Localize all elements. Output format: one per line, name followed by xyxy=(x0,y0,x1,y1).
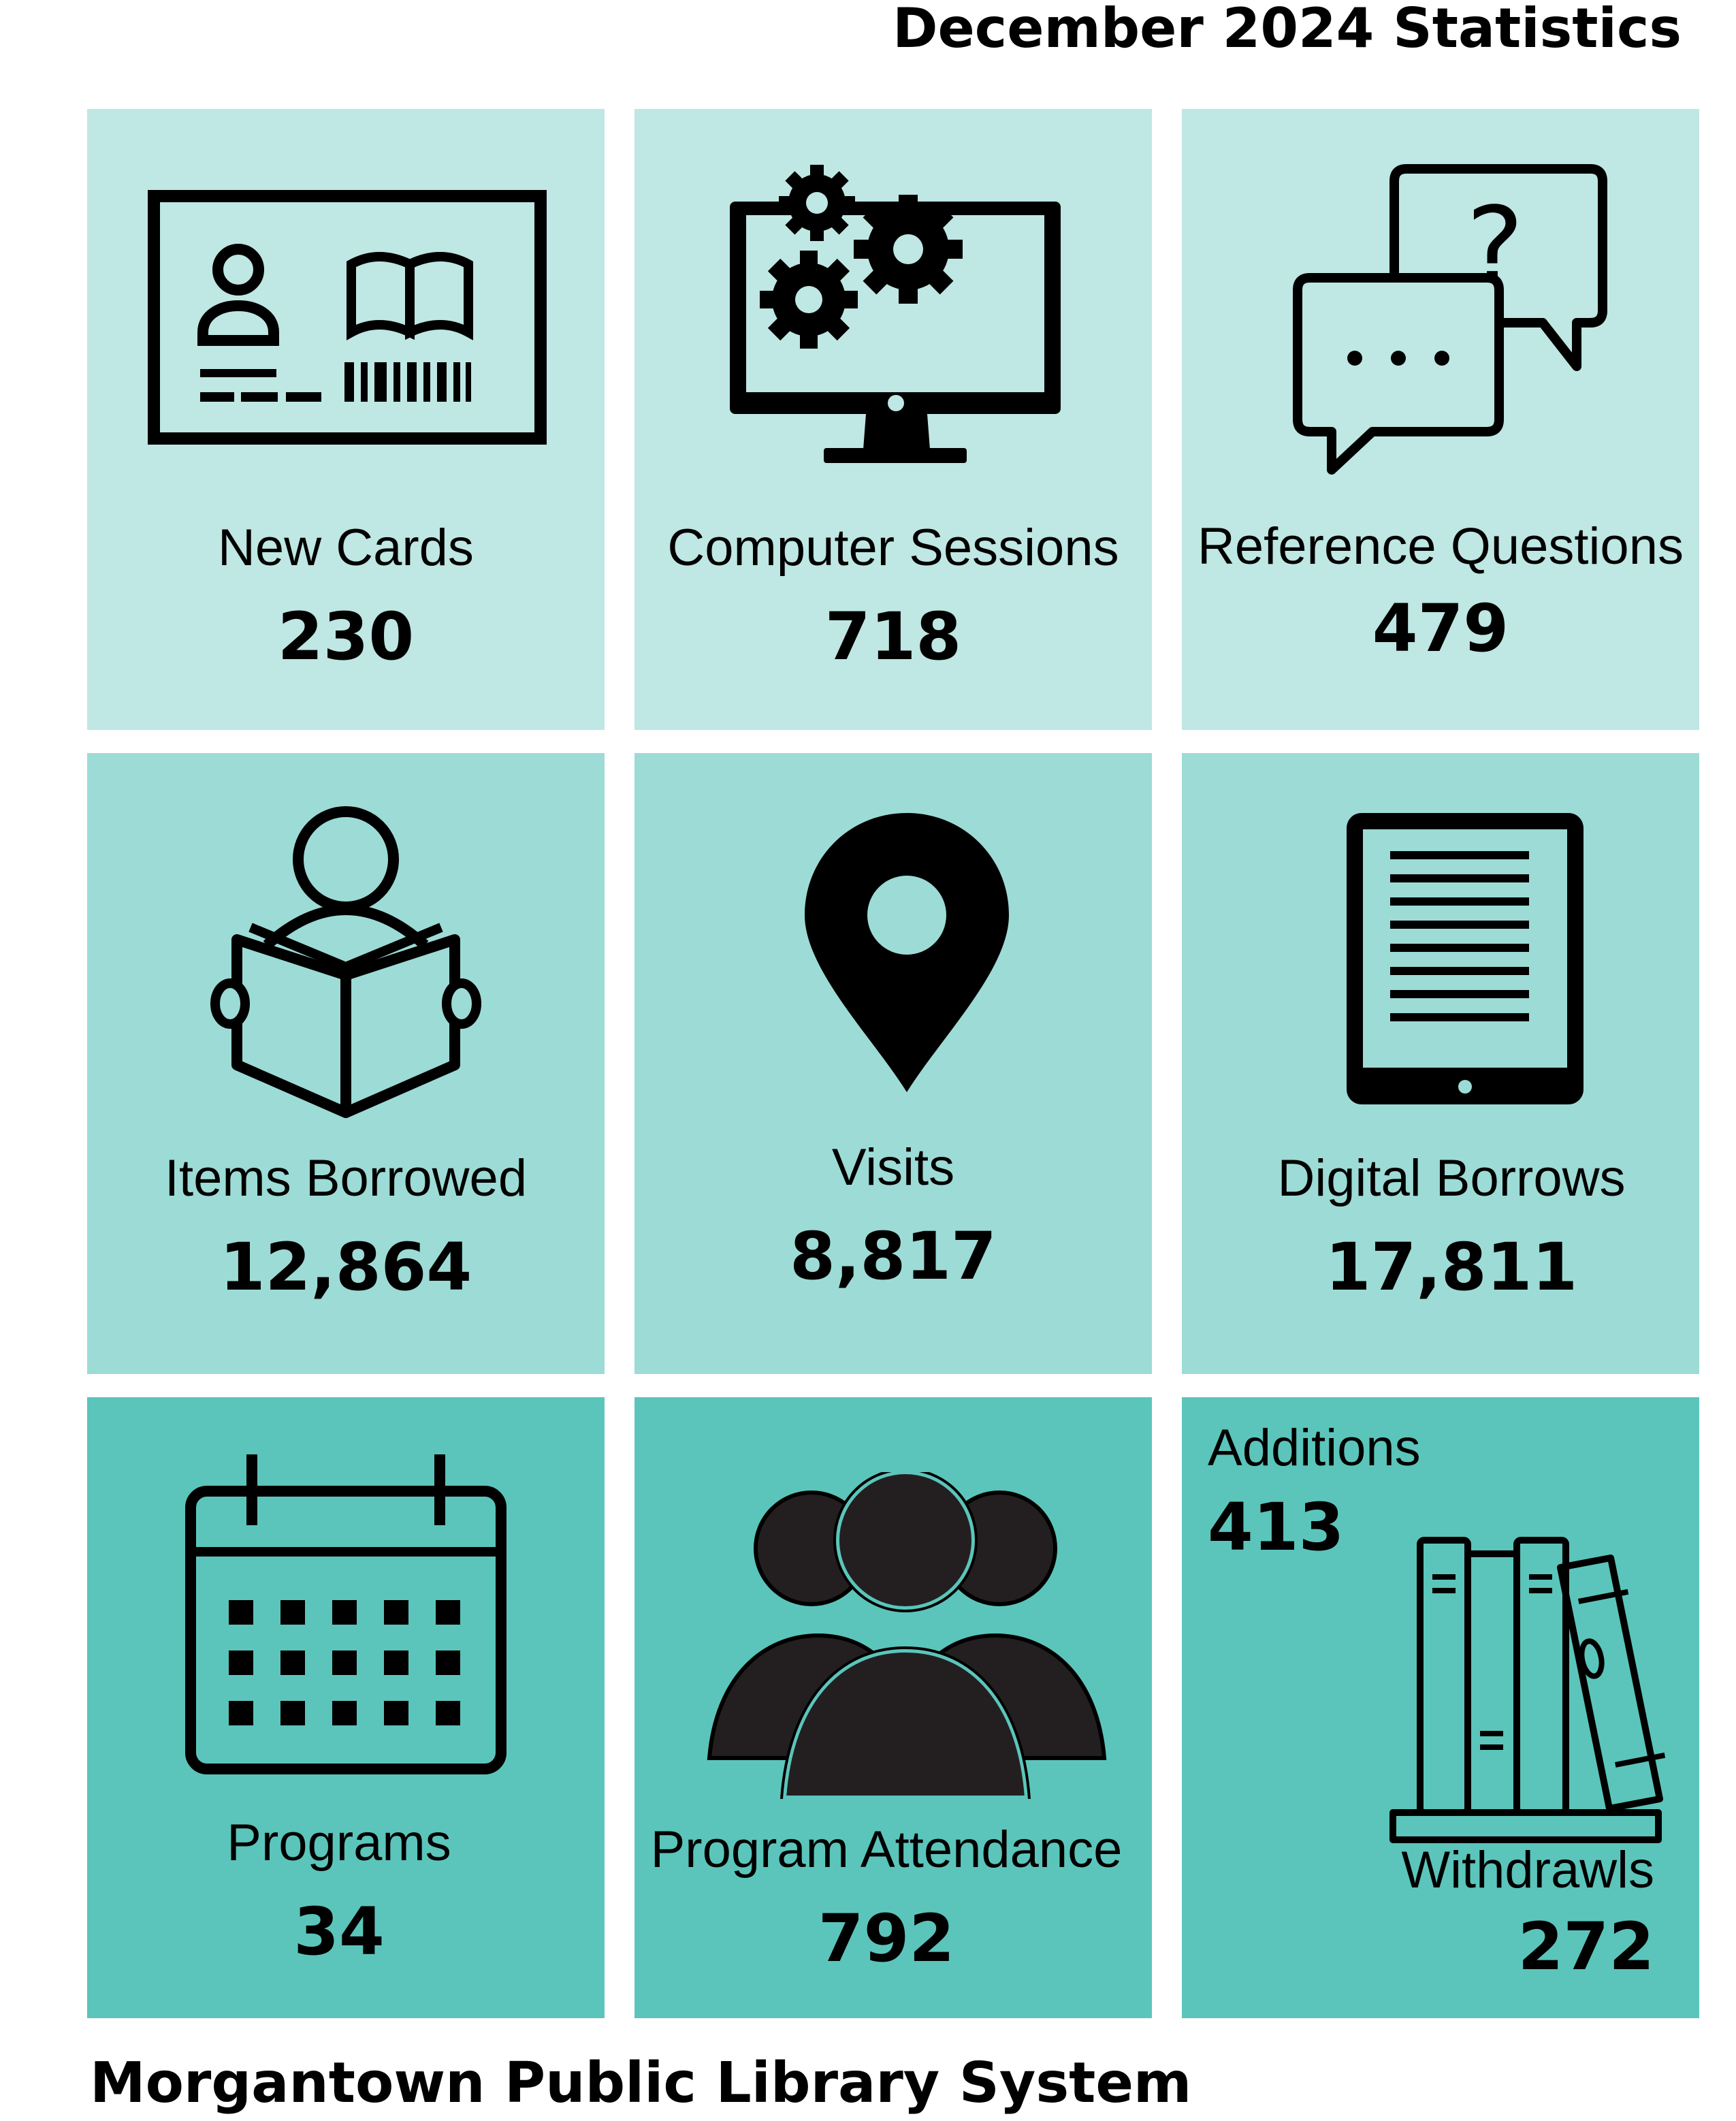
stat-value: 718 xyxy=(824,599,962,675)
stat-tile-visits: Visits 8,817 xyxy=(634,753,1152,1374)
withdrawals-label: Withdrawls xyxy=(1401,1841,1654,1899)
stat-label: Items Borrowed xyxy=(164,1149,528,1207)
stat-label: Computer Sessions xyxy=(667,519,1119,577)
stat-value: 230 xyxy=(277,599,415,675)
ereader-icon xyxy=(1182,753,1699,1374)
stat-label: Program Attendance xyxy=(650,1821,1123,1879)
stat-value: 792 xyxy=(818,1900,955,1977)
organization-name: Morgantown Public Library System xyxy=(90,2051,1192,2116)
stat-tile-programs: Programs 34 xyxy=(87,1397,605,2018)
stat-value: 34 xyxy=(293,1894,385,1970)
stat-value: 479 xyxy=(1372,590,1509,667)
group-people-icon xyxy=(634,1397,1152,2018)
stat-label: Visits xyxy=(831,1138,955,1196)
stat-tile-collection-changes: Additions 413 Withdrawls 272 xyxy=(1182,1397,1699,2018)
stat-label: New Cards xyxy=(218,519,474,577)
computer-gears-icon xyxy=(634,109,1152,730)
stat-label: Digital Borrows xyxy=(1277,1149,1626,1207)
stat-tile-program-attendance: Program Attendance 792 xyxy=(634,1397,1152,2018)
chat-question-icon: ? xyxy=(1182,109,1699,730)
stat-value: 8,817 xyxy=(790,1218,997,1294)
stat-label: Reference Questions xyxy=(1197,517,1684,575)
stat-tile-computer-sessions: Computer Sessions 718 xyxy=(634,109,1152,730)
library-card-icon xyxy=(87,109,605,730)
stat-label: Programs xyxy=(227,1814,451,1872)
stat-tile-items-borrowed: Items Borrowed 12,864 xyxy=(87,753,605,1374)
stat-tile-new-cards: New Cards 230 xyxy=(87,109,605,730)
stat-value: 12,864 xyxy=(219,1229,472,1305)
page-title: December 2024 Statistics xyxy=(893,0,1682,60)
additions-value: 413 xyxy=(1208,1489,1345,1565)
stat-tile-digital-borrows: Digital Borrows 17,811 xyxy=(1182,753,1699,1374)
books-shelf-icon xyxy=(1182,1397,1699,2018)
person-reading-icon xyxy=(87,753,605,1374)
calendar-icon xyxy=(87,1397,605,2018)
stat-value: 17,811 xyxy=(1325,1229,1578,1305)
additions-label: Additions xyxy=(1208,1419,1421,1477)
map-pin-icon xyxy=(634,753,1152,1374)
stat-tile-reference-questions: ? Reference Questions 479 xyxy=(1182,109,1699,730)
withdrawals-value: 272 xyxy=(1517,1909,1654,1985)
